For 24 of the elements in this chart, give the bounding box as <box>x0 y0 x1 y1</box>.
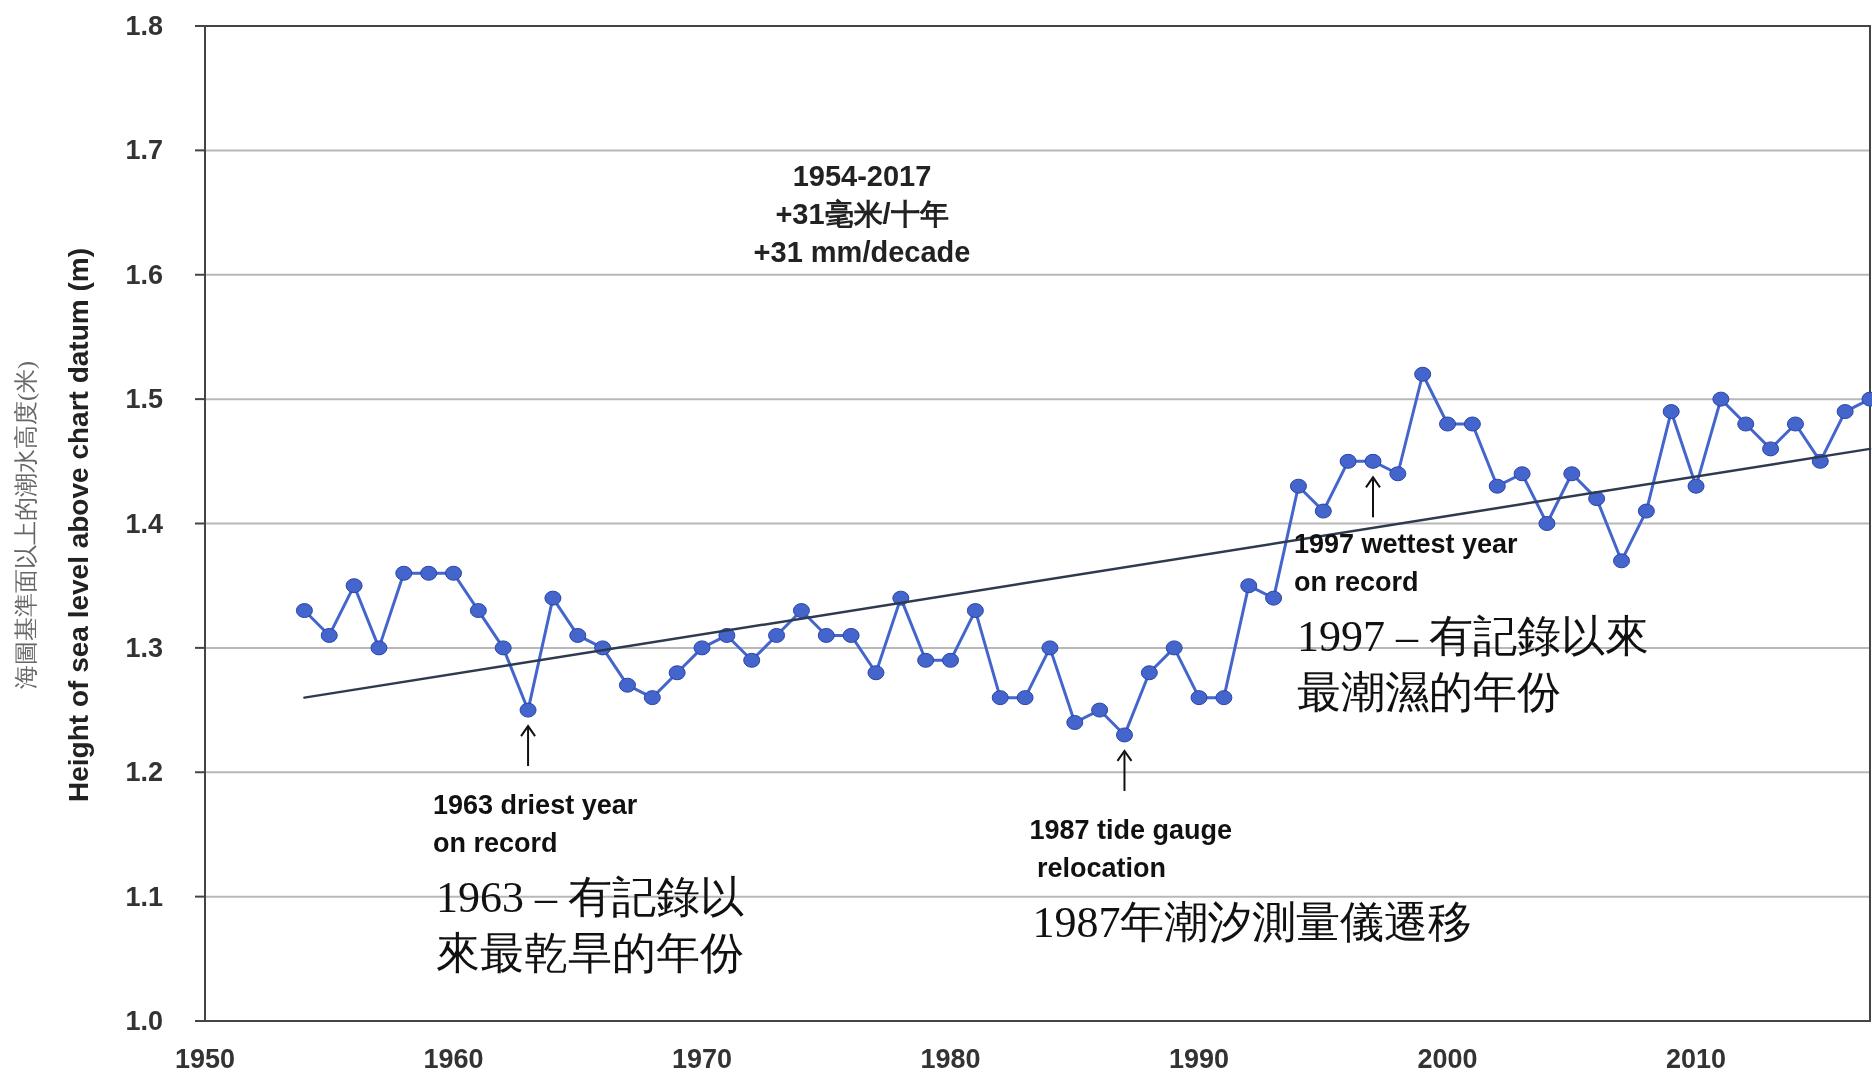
annotation: 1987 tide gauge relocation <box>1029 814 1233 883</box>
annotation: 1954-2017 +31毫米/十年 +31 mm/decade <box>753 160 971 268</box>
annotation: 1987年潮汐測量儀遷移 <box>1032 897 1473 947</box>
y-tick-label: 1.7 <box>125 135 163 166</box>
x-tick-label: 2010 <box>1666 1044 1727 1074</box>
y-tick-label: 1.4 <box>125 508 163 539</box>
y-tick-label: 1.8 <box>125 11 163 41</box>
annotation: 1997 – 有記錄以來最潮濕的年份 <box>1296 612 1649 718</box>
y-tick-label: 1.1 <box>125 881 163 912</box>
annotation: 1963 – 有記錄以來最乾旱的年份 <box>436 873 745 979</box>
annotation: 1963 driest year on record <box>433 790 638 859</box>
x-tick-label: 1970 <box>671 1044 733 1074</box>
y-tick-label: 1.0 <box>125 1006 163 1036</box>
x-tick-label: 2000 <box>1417 1044 1478 1074</box>
y-tick-label: 1.3 <box>125 632 163 663</box>
y-tick-label: 1.6 <box>125 259 163 290</box>
x-tick-label: 1980 <box>920 1044 981 1074</box>
x-tick-label: 1950 <box>174 1044 236 1074</box>
x-tick-label: 1960 <box>423 1044 484 1074</box>
y-axis-title: 海圖基準面以上的潮水高度(米) Height of sea level above chart datum (m) <box>13 248 94 802</box>
y-tick-label: 1.2 <box>125 757 163 788</box>
y-tick-label: 1.5 <box>125 384 163 415</box>
x-tick-label: 1990 <box>1168 1044 1230 1074</box>
annotation: 1997 wettest year on record <box>1293 529 1519 598</box>
